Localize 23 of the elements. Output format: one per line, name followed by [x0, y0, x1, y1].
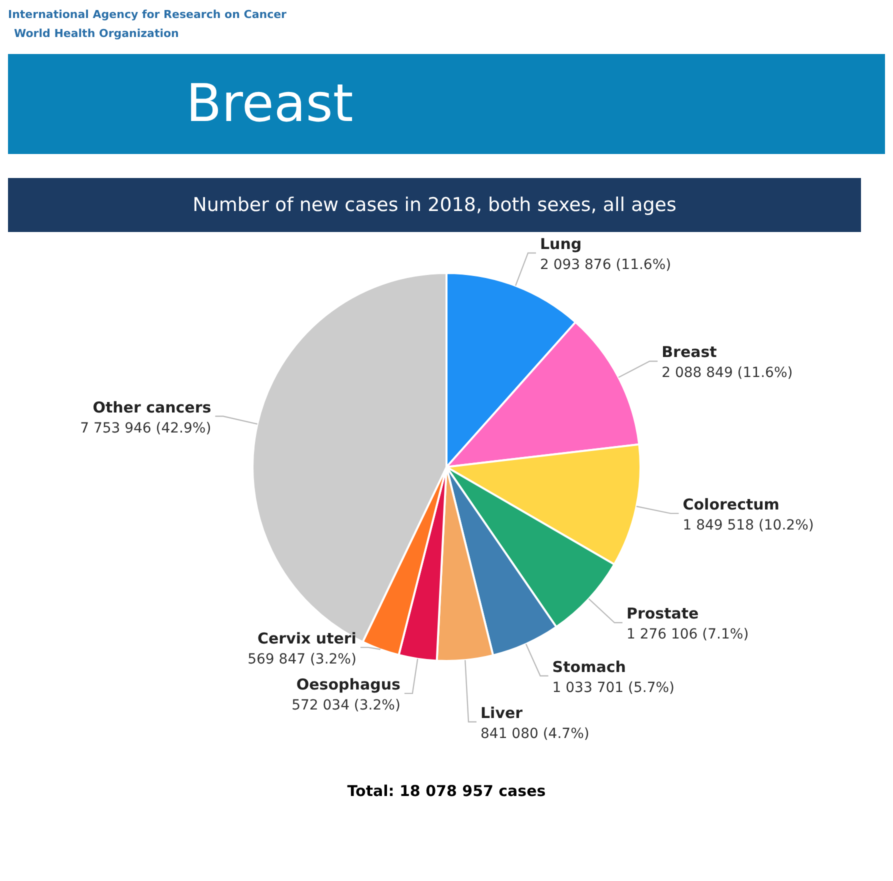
text: Total: 18 078 957 cases — [346, 782, 547, 800]
slice-label: Stomach — [552, 658, 626, 676]
slice-label: Cervix uteri — [257, 629, 356, 648]
text: World Health Organization — [14, 27, 180, 40]
data-label: 569 847 (3.2%) — [248, 651, 356, 668]
data-label: 1 849 518 (10.2%) — [682, 517, 814, 534]
slice-label: Oesophagus — [296, 675, 400, 694]
data-label: 7 753 946 (42.9%) — [80, 420, 212, 436]
slice-label: Other cancers — [92, 398, 212, 416]
chart-title: Breast — [8, 54, 885, 154]
text: International Agency for Research on Cancer — [8, 8, 288, 21]
data-label: 2 088 849 (11.6%) — [662, 365, 793, 382]
slice-label: Lung — [540, 234, 582, 253]
slice-label: Prostate — [626, 604, 699, 623]
data-label: 1 276 106 (7.1%) — [626, 626, 749, 643]
slice-label: Colorectum — [682, 495, 780, 514]
data-label: 1 033 701 (5.7%) — [552, 680, 674, 696]
data-label: 841 080 (4.7%) — [480, 726, 590, 742]
chart-subtitle: Number of new cases in 2018, both sexes, all ages — [8, 178, 861, 232]
data-label: 2 093 876 (11.6%) — [540, 256, 672, 273]
slice-label: Liver — [480, 704, 524, 722]
slice-label: Breast — [662, 343, 717, 362]
data-label: 572 034 (3.2%) — [292, 697, 400, 714]
